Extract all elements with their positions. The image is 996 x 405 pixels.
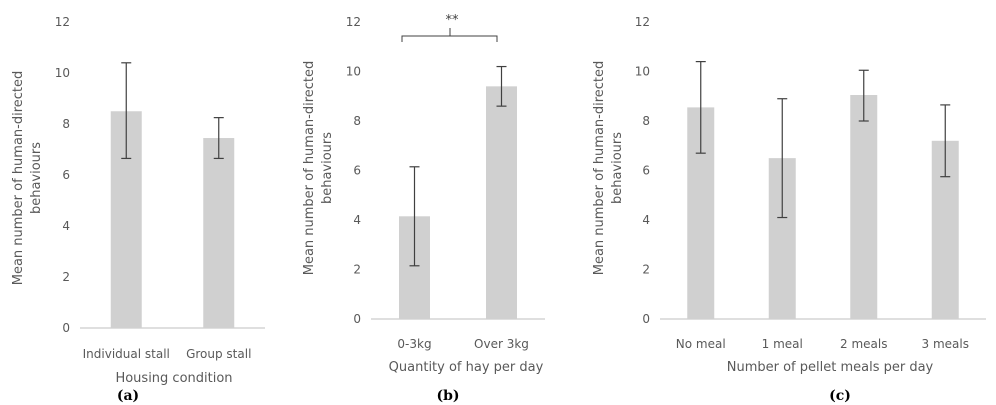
- bar: [203, 138, 235, 328]
- x-tick-label: 2 meals: [840, 337, 887, 351]
- x-axis-title: Number of pellet meals per day: [727, 360, 934, 375]
- y-axis-title-line1: Mean number of human-directed: [302, 61, 317, 276]
- y-tick-label: 6: [353, 164, 361, 178]
- y-tick-label: 6: [62, 168, 70, 182]
- y-tick-label: 12: [55, 15, 70, 29]
- x-tick-label: 3 meals: [922, 337, 969, 351]
- chart-panel-b: Mean number of human-directed behaviours…: [302, 13, 545, 404]
- bar: [850, 95, 878, 319]
- x-axis-title: Housing condition: [115, 371, 232, 386]
- y-axis-title-line2: behaviours: [29, 142, 44, 214]
- y-tick-label: 2: [642, 263, 650, 277]
- y-axis-title-line1: Mean number of human-directed: [592, 61, 607, 276]
- significance-label: **: [446, 13, 460, 28]
- panel-label: (b): [436, 388, 459, 404]
- y-tick-label: 8: [62, 117, 70, 131]
- y-tick-label: 4: [642, 213, 650, 227]
- bar: [486, 86, 517, 319]
- x-tick-label: 1 meal: [762, 337, 803, 351]
- y-tick-label: 4: [62, 219, 70, 233]
- y-tick-label: 0: [642, 312, 650, 326]
- chart-panel-c: Mean number of human-directed behaviours…: [592, 15, 986, 404]
- y-tick-label: 12: [635, 15, 650, 29]
- chart-panel-a: Mean number of human-directed behaviours…: [11, 15, 265, 404]
- y-tick-label: 2: [353, 263, 361, 277]
- y-tick-label: 10: [635, 65, 650, 79]
- y-tick-label: 0: [62, 321, 70, 335]
- x-tick-label: No meal: [676, 337, 726, 351]
- x-tick-label: 0-3kg: [397, 337, 431, 351]
- y-tick-label: 10: [55, 66, 70, 80]
- significance-bracket: **: [401, 13, 498, 42]
- y-tick-label: 0: [353, 312, 361, 326]
- x-axis-title: Quantity of hay per day: [389, 360, 544, 375]
- y-tick-label: 6: [642, 164, 650, 178]
- y-tick-label: 12: [346, 15, 361, 29]
- panel-label: (a): [117, 388, 139, 404]
- y-tick-label: 8: [642, 114, 650, 128]
- y-tick-label: 10: [346, 65, 361, 79]
- x-tick-label: Over 3kg: [474, 337, 529, 351]
- y-axis-title-line2: behaviours: [320, 132, 335, 204]
- x-tick-label: Individual stall: [83, 347, 170, 361]
- y-axis-title-line1: Mean number of human-directed: [11, 71, 26, 286]
- y-tick-label: 4: [353, 213, 361, 227]
- y-axis-title-line2: behaviours: [610, 132, 625, 204]
- y-tick-label: 8: [353, 114, 361, 128]
- x-tick-label: Group stall: [186, 347, 251, 361]
- y-tick-label: 2: [62, 270, 70, 284]
- panel-label: (c): [829, 388, 851, 404]
